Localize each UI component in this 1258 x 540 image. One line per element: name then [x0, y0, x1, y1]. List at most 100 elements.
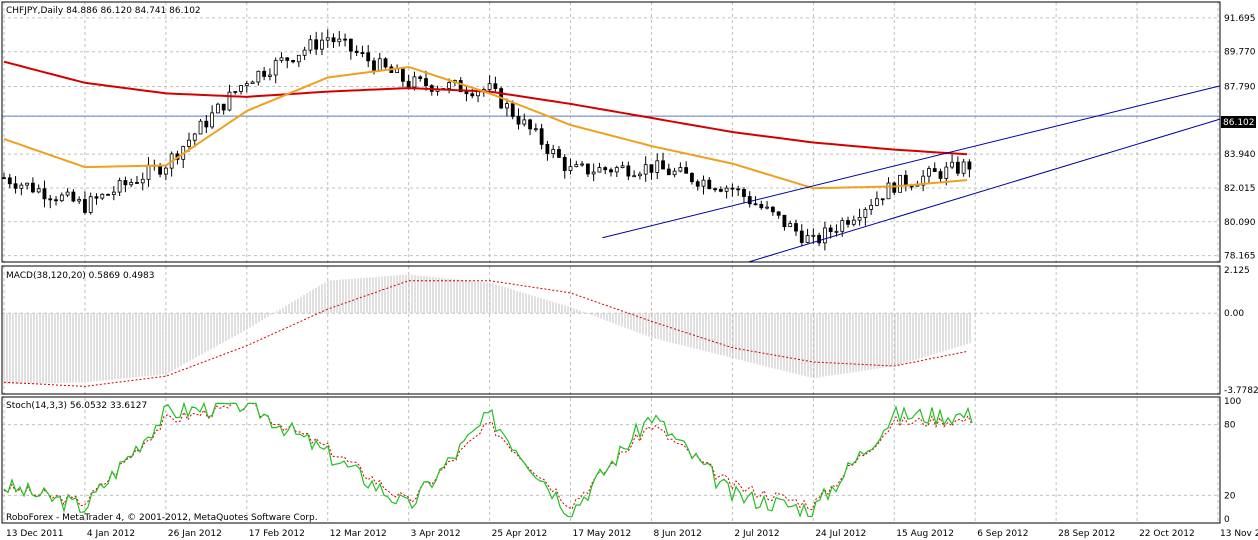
candle-body [42, 188, 47, 200]
candle-body [360, 52, 365, 54]
date-label: 22 Oct 2012 [1139, 529, 1195, 539]
candle-body [279, 57, 284, 61]
candle-body [863, 208, 868, 218]
stochastic-panel-header: Stoch(14,3,3) 56.0532 33.6127 [6, 401, 147, 411]
candle-body [533, 128, 538, 131]
candle-body [609, 169, 613, 173]
candle-body [591, 171, 596, 175]
price-level-label: 80.090 [1224, 218, 1256, 228]
candle-body [961, 161, 966, 174]
candle-body [967, 161, 972, 170]
macd-level-label: 0.00 [1224, 309, 1244, 319]
price-panel[interactable]: CHFJPY,Daily 84.886 86.120 84.741 86.102… [1, 1, 1256, 263]
time-axis: 13 Dec 2011 4 Jan 2012 26 Jan 2012 17 Feb 2… [6, 529, 1258, 539]
candle-body [117, 180, 122, 193]
candle-body [31, 182, 35, 193]
macd-level-label: 2.125 [1224, 266, 1250, 276]
candle-body [383, 58, 388, 68]
candle-body [869, 204, 874, 210]
candle-body [794, 223, 798, 232]
candle-body [701, 179, 706, 187]
candle-body [227, 91, 232, 111]
current-price-tag [1221, 116, 1256, 128]
candle-body [742, 188, 746, 197]
candle-body [788, 223, 793, 228]
candle-body [239, 85, 243, 92]
macd-axis: 2.125 0.00 -3.7782 [1224, 266, 1258, 396]
candle-body [585, 163, 590, 175]
candle-body [817, 234, 822, 244]
candle-body [210, 112, 215, 128]
stochastic-panel-frame [1, 396, 1221, 524]
candle-body [163, 167, 168, 175]
candle-body [944, 166, 949, 179]
candle-body [718, 188, 723, 192]
stochastic-panel[interactable]: Stoch(14,3,3) 56.0532 33.6127 100 80 20 0 [1, 396, 1241, 525]
candle-body [603, 167, 608, 171]
candle-body [187, 139, 191, 147]
candle-body [666, 168, 671, 176]
candle-body [695, 181, 700, 187]
candle-body [447, 82, 452, 89]
candle-body [221, 103, 226, 111]
candle-body [528, 119, 532, 130]
candle-body [545, 143, 550, 154]
candle-body [424, 78, 428, 87]
candle-body [348, 38, 353, 52]
candle-body [400, 68, 405, 82]
candle-body [649, 164, 654, 173]
ma-fast-line [3, 65, 968, 190]
candle-body [950, 161, 954, 168]
candle-body [331, 37, 336, 43]
candle-body [215, 103, 220, 114]
candle-body [724, 187, 729, 192]
candle-body [256, 70, 261, 83]
date-label: 8 Jun 2012 [653, 529, 701, 539]
stochastic-level-label: 80 [1224, 421, 1236, 431]
candle-body [77, 199, 82, 202]
channel-line [602, 85, 1221, 239]
candle-body [158, 165, 162, 175]
candle-body [106, 193, 110, 196]
price-panel-header: CHFJPY,Daily 84.886 86.120 84.741 86.102 [6, 6, 201, 16]
macd-panel[interactable]: MACD(38,120,20) 0.5869 0.4983 2.125 0.00 -… [1, 265, 1258, 396]
candle-body [123, 180, 128, 186]
candle-body [83, 199, 87, 213]
candle-body [736, 188, 741, 191]
candle-body [71, 191, 76, 202]
date-label: 25 Apr 2012 [492, 529, 548, 539]
candle-body [354, 50, 359, 53]
candle-body [620, 165, 625, 168]
candle-body [48, 198, 53, 201]
candle-body [828, 227, 833, 233]
candle-body [100, 193, 105, 199]
candle-body [614, 167, 619, 173]
candle-body [857, 216, 862, 221]
macd-panel-frame [1, 265, 1221, 395]
candle-body [707, 179, 712, 190]
price-level-label: 91.695 [1224, 14, 1256, 24]
candle-body [135, 182, 139, 184]
candle-body [129, 182, 134, 186]
candle-body [505, 103, 509, 109]
date-label: 28 Sep 2012 [1058, 529, 1115, 539]
date-label: 4 Jan 2012 [87, 529, 135, 539]
stochastic-level-label: 100 [1224, 397, 1241, 407]
stochastic-level-label: 0 [1224, 515, 1230, 525]
candle-body [672, 170, 677, 176]
candle-body [19, 184, 24, 189]
price-level-label: 89.770 [1224, 48, 1256, 58]
date-label: 13 Nov 2012 [1220, 529, 1258, 539]
candle-body [753, 203, 758, 206]
date-label: 2 Jul 2012 [734, 529, 779, 539]
macd-panel-header: MACD(38,120,20) 0.5869 0.4983 [6, 271, 155, 281]
candle-body [851, 219, 856, 225]
candle-body [938, 171, 943, 179]
candle-body [765, 206, 769, 209]
candle-body [684, 167, 689, 174]
candle-body [799, 230, 804, 243]
price-level-label: 83.940 [1224, 150, 1256, 160]
candle-body [273, 60, 278, 76]
candle-body [713, 188, 717, 191]
